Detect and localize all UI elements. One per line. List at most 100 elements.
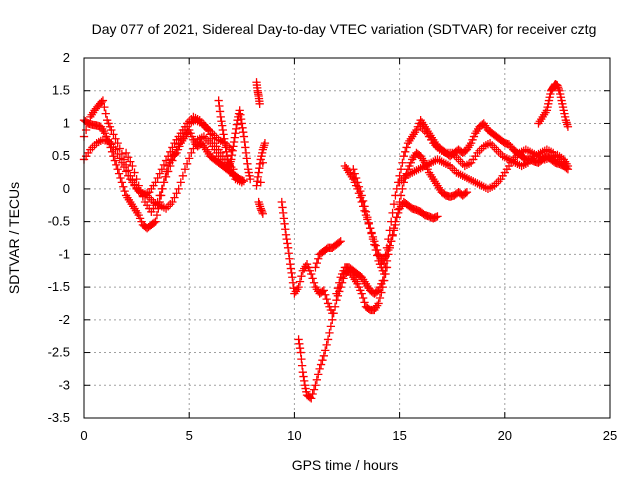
- data-point: [152, 210, 162, 220]
- data-point: [377, 279, 386, 288]
- data-point: [111, 145, 120, 154]
- data-point: [255, 99, 264, 108]
- data-point: [97, 97, 106, 107]
- data-point: [281, 230, 291, 239]
- data-point: [136, 186, 145, 196]
- data-point: [232, 120, 242, 129]
- data-point: [241, 148, 251, 158]
- data-point: [229, 142, 238, 151]
- data-point: [304, 263, 313, 272]
- data-point: [117, 178, 127, 187]
- data-point: [388, 231, 397, 240]
- data-point: [402, 143, 411, 152]
- plot-frame: [83, 57, 611, 419]
- data-point: [128, 161, 137, 171]
- data-point: [431, 212, 441, 222]
- chart-title: Day 077 of 2021, Sidereal Day-to-day VTE…: [92, 21, 597, 37]
- data-point: [284, 249, 293, 258]
- data-point: [297, 272, 306, 281]
- data-point: [260, 138, 270, 148]
- data-point: [382, 243, 392, 252]
- data-point: [556, 89, 565, 99]
- data-point: [279, 208, 288, 218]
- data-point: [286, 260, 295, 269]
- data-point: [322, 294, 331, 304]
- data-point: [102, 116, 112, 125]
- data-point: [316, 360, 326, 369]
- data-point: [399, 152, 408, 161]
- x-tick-label: 20: [498, 428, 512, 443]
- data-point: [206, 130, 215, 139]
- data-point: [178, 171, 188, 180]
- data-point: [237, 178, 246, 187]
- data-point: [126, 157, 135, 166]
- data-point: [115, 154, 124, 163]
- data-point: [104, 119, 113, 128]
- data-point: [164, 167, 173, 176]
- data-point: [218, 121, 227, 130]
- data-point: [277, 197, 286, 207]
- data-point: [309, 278, 319, 287]
- data-point: [227, 150, 237, 160]
- data-point: [257, 152, 266, 161]
- data-points: [79, 78, 573, 403]
- data-point: [253, 172, 263, 182]
- data-point: [256, 178, 265, 187]
- data-point: [370, 240, 379, 249]
- data-point: [405, 161, 414, 171]
- data-point: [288, 273, 297, 282]
- data-point: [358, 293, 368, 303]
- data-point: [357, 197, 366, 207]
- data-point: [114, 169, 124, 178]
- data-point: [287, 268, 296, 278]
- data-point: [121, 160, 131, 170]
- data-point: [336, 273, 345, 282]
- data-point: [350, 169, 359, 178]
- data-point: [214, 96, 223, 105]
- data-point: [394, 205, 403, 214]
- data-point: [374, 256, 383, 266]
- data-point: [157, 165, 166, 174]
- data-point: [299, 372, 308, 381]
- data-point: [84, 119, 93, 128]
- data-point: [155, 191, 164, 200]
- x-tick-label: 15: [392, 428, 406, 443]
- data-point: [301, 384, 310, 393]
- data-point: [98, 96, 108, 105]
- data-point: [258, 158, 267, 167]
- data-point: [222, 152, 232, 161]
- data-point: [545, 93, 554, 102]
- data-point: [282, 234, 291, 244]
- data-point: [257, 148, 267, 158]
- data-point: [336, 237, 345, 246]
- data-point: [153, 197, 162, 207]
- data-point: [388, 208, 397, 218]
- data-point: [330, 302, 340, 311]
- tick-labels: 0 5 10 15 20 25 2 1.5 1 0.5 0 -0.5 -1 -1.5 -2 -2.5 -3 -3.…: [48, 50, 618, 443]
- data-point: [107, 125, 116, 135]
- data-point: [363, 213, 372, 222]
- data-point: [161, 172, 171, 182]
- data-point: [166, 161, 175, 171]
- data-point: [298, 368, 307, 377]
- data-point: [285, 254, 294, 263]
- data-point: [560, 112, 570, 122]
- data-point: [356, 286, 365, 295]
- data-point: [294, 282, 303, 292]
- data-point: [258, 209, 267, 218]
- y-tick-label: -1.5: [48, 279, 70, 294]
- data-point: [332, 296, 341, 305]
- data-point: [365, 224, 375, 233]
- y-tick-label: -3: [58, 377, 70, 392]
- data-point: [392, 184, 401, 194]
- data-point: [353, 279, 362, 288]
- data-point: [117, 149, 127, 159]
- data-point: [164, 152, 173, 161]
- data-point: [295, 339, 304, 348]
- y-axis-label: SDTVAR / TECUs: [6, 182, 22, 294]
- data-point: [311, 263, 320, 272]
- data-point: [111, 134, 120, 143]
- data-point: [132, 174, 141, 184]
- data-point: [168, 143, 177, 152]
- x-tick-label: 0: [80, 428, 87, 443]
